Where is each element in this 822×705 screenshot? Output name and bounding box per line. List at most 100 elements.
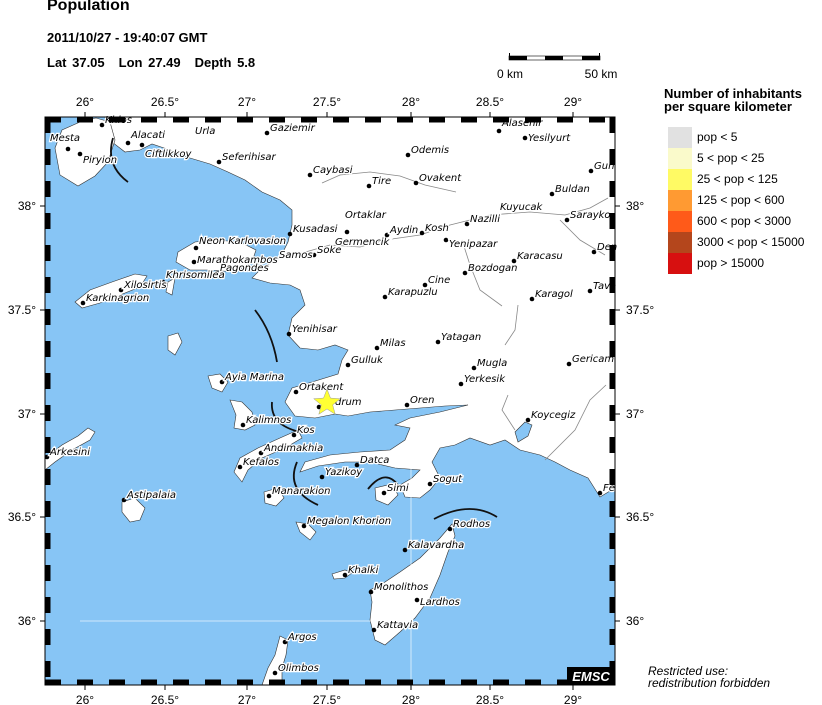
restricted-line2: redistribution forbidden: [648, 676, 771, 690]
city-dot: [282, 639, 288, 645]
city-marker: Sarayko: [564, 209, 612, 223]
legend-label: 125 < pop < 600: [697, 193, 785, 207]
star-icon: [313, 388, 341, 415]
legend-label: 600 < pop < 3000: [697, 214, 792, 228]
city-dot: [121, 497, 127, 503]
scale-seg: [509, 56, 527, 60]
lon-tick-label-bottom: 27°: [238, 693, 256, 705]
lon-tick-label-top: 29°: [564, 95, 582, 109]
river-line: [501, 394, 516, 431]
event-datetime: 2011/10/27 - 19:40:07 GMT: [47, 30, 208, 45]
city-dot: [382, 294, 388, 300]
restricted-line1: Restricted use:: [648, 664, 729, 678]
city-label: Kalavardha: [408, 540, 464, 551]
city-dot: [291, 432, 297, 438]
city-label: Manarakion: [272, 486, 331, 497]
lon-tick-label-bottom: 26°: [76, 693, 94, 705]
city-dot: [529, 296, 535, 302]
city-label: Bozdogan: [468, 263, 518, 274]
city-marker: Karkinagrion: [80, 292, 150, 306]
city-dot: [427, 481, 433, 487]
city-dot: [371, 627, 377, 633]
city-marker: Soke: [311, 244, 343, 258]
city-label: Karapuzlu: [388, 287, 438, 298]
city-label: Fe: [603, 483, 615, 494]
island-amorgos: [44, 427, 96, 471]
city-dot: [118, 287, 124, 293]
city-label: Kattavia: [377, 620, 418, 631]
fault-line: [110, 137, 129, 183]
city-label: Mugla: [477, 358, 507, 369]
cities: KhiosMestaPiryionAlacatiCiftlikkoyUrlaGa…: [44, 114, 618, 676]
city-marker: Koycegiz: [525, 409, 577, 423]
city-label: Rodhos: [453, 519, 490, 530]
city-label: Germencik: [335, 237, 391, 248]
city-marker: Odemis: [405, 144, 450, 158]
city-label: Yazikoy: [325, 467, 363, 478]
city-dot: [240, 422, 246, 428]
city-label: Yerkesik: [464, 374, 506, 385]
city-dot: [413, 180, 419, 186]
city-label: Oren: [410, 395, 434, 406]
fault-line: [292, 461, 319, 506]
city-dot: [342, 572, 348, 578]
city-marker: Kusadasi: [287, 223, 339, 237]
city-marker: Piryion: [77, 151, 118, 167]
city-dot: [443, 237, 449, 243]
city-dot: [402, 547, 408, 553]
restricted-notice: Restricted use: redistribution forbidden: [648, 665, 770, 689]
island-symi: [374, 483, 399, 506]
city-dot: [319, 474, 325, 480]
city-marker: Karagol: [529, 288, 574, 302]
city-label: Nazilli: [470, 214, 500, 225]
city-dot: [301, 523, 307, 529]
city-dot: [99, 122, 105, 128]
lat-tick-label-left: 36°: [18, 614, 36, 628]
lon-tick-label-top: 27°: [238, 95, 256, 109]
city-marker: Cine: [422, 274, 452, 288]
city-dot: [216, 159, 222, 165]
lon-tick-label-bottom: 28°: [402, 693, 420, 705]
city-label: Arkesini: [49, 447, 90, 458]
logo-text: EMSC: [572, 669, 610, 684]
river-line: [461, 239, 503, 307]
city-dot: [125, 140, 131, 146]
island-ikaria: [74, 273, 148, 309]
legend-title-line2: per square kilometer: [664, 99, 792, 114]
legend-swatch: [668, 127, 692, 148]
lat-tick-label-right: 36°: [626, 614, 644, 628]
city-dot: [219, 379, 225, 385]
city-label: Ciftlikkoy: [145, 149, 192, 160]
legend-swatch: [668, 211, 692, 232]
city-label: Kefalos: [243, 457, 279, 468]
city-dot: [447, 526, 453, 532]
lat-tick-label-left: 37.5°: [8, 303, 36, 317]
lon-tick-label-bottom: 26.5°: [151, 693, 179, 705]
city-label: Gaziemir: [270, 123, 316, 134]
city-marker: Mesta: [49, 132, 81, 152]
city-dot: [214, 270, 220, 276]
city-dot: [422, 282, 428, 288]
city-dot: [160, 279, 166, 285]
city-label: Khrisomilea: [166, 270, 225, 281]
city-marker: Yerkesik: [458, 373, 507, 387]
legend-title: Number of inhabitants per square kilomet…: [664, 87, 802, 113]
city-label: Andimakhia: [263, 443, 323, 454]
city-label: Alacati: [130, 130, 165, 141]
city-marker: Mugla: [471, 357, 508, 371]
city-marker: Karapuzlu: [382, 286, 439, 300]
city-label: Yatagan: [441, 332, 481, 343]
city-label: Yenipazar: [449, 239, 498, 250]
city-dot: [374, 345, 380, 351]
scale-bar: 0 km 50 km: [497, 53, 617, 81]
river-line: [321, 171, 457, 193]
city-dot: [354, 462, 360, 468]
lat-tick-label-right: 36.5°: [626, 510, 654, 524]
river-line: [294, 197, 609, 256]
city-dot: [525, 417, 531, 423]
scale-seg: [545, 56, 563, 60]
lon-tick-label-top: 28°: [402, 95, 420, 109]
river-line: [504, 304, 519, 346]
river-line: [544, 384, 607, 461]
